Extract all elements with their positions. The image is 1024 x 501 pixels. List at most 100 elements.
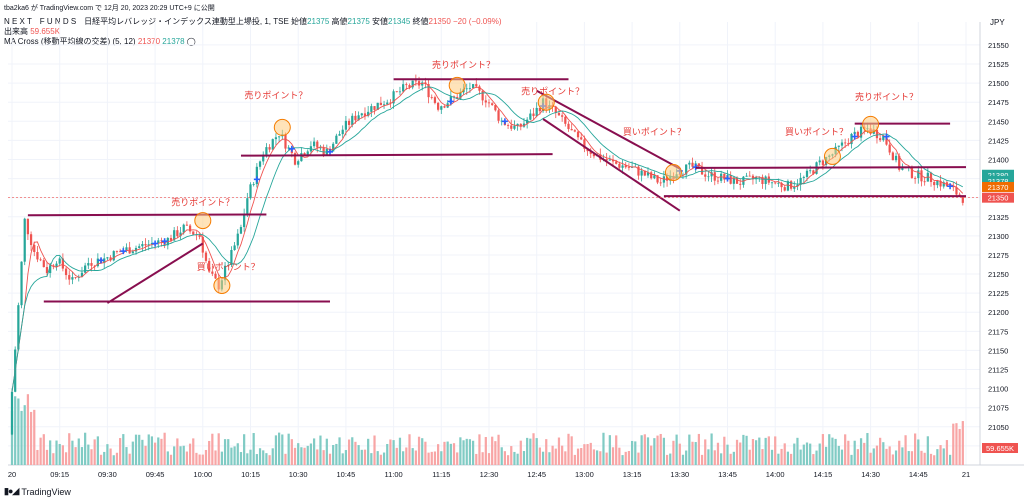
volume-bar <box>774 436 777 465</box>
candle-body <box>61 258 64 269</box>
candle-body <box>68 275 71 280</box>
candle-body <box>90 263 93 266</box>
volume-bar <box>519 440 522 465</box>
volume-bar <box>831 437 834 465</box>
volume-bar <box>545 439 548 465</box>
candle-body <box>430 97 433 98</box>
candle-body <box>478 86 481 91</box>
candle-body <box>850 133 853 145</box>
volume-bar <box>160 438 163 465</box>
x-tick-label: 21 <box>962 470 970 479</box>
candle-body <box>618 163 621 168</box>
volume-bar <box>49 440 52 465</box>
volume-bar <box>898 440 901 465</box>
x-tick-label: 10:15 <box>241 470 260 479</box>
volume-bar <box>837 445 840 465</box>
volume-bar <box>491 436 494 465</box>
volume-bar <box>710 433 713 465</box>
candle-body <box>745 175 748 177</box>
candle-body <box>437 102 440 110</box>
ma-cross-marker <box>253 176 260 183</box>
candle-body <box>42 260 45 268</box>
volume-bar <box>379 454 382 465</box>
high-label: 高値 <box>331 17 348 26</box>
volume-bar <box>945 440 949 465</box>
volume-bar <box>45 449 49 465</box>
candle-body <box>818 160 821 163</box>
candle-body <box>691 162 694 167</box>
candle-body <box>112 251 115 261</box>
candle-body <box>87 263 90 266</box>
volume-bar <box>875 445 879 465</box>
trend-line <box>27 213 267 217</box>
candle-body <box>128 247 131 254</box>
volume-bar <box>61 445 64 465</box>
volume-bar <box>427 452 430 465</box>
volume-bar <box>856 449 859 465</box>
volume-bar <box>204 449 208 465</box>
volume-bar <box>933 455 936 465</box>
x-tick-label: 11:00 <box>384 470 402 479</box>
candle-body <box>710 172 713 177</box>
volume-bar <box>481 452 484 465</box>
candle-body <box>570 129 573 131</box>
volume-bar <box>506 455 510 465</box>
candle-body <box>659 182 662 184</box>
candle-body <box>936 180 939 186</box>
volume-bar <box>627 450 631 465</box>
candle-body <box>45 267 49 274</box>
volume-bar <box>150 436 154 465</box>
candle-body <box>859 126 863 138</box>
volume-bar <box>166 451 169 465</box>
volume-bar <box>863 442 866 465</box>
volume-bar <box>923 452 926 465</box>
x-tick-label: 14:00 <box>766 470 785 479</box>
point-circle <box>823 147 841 165</box>
volume-bar <box>624 451 627 465</box>
volume-bar <box>948 454 952 465</box>
price-label-box <box>982 181 1014 192</box>
candle-body <box>421 82 424 86</box>
candle-body <box>519 123 522 127</box>
candle-body <box>23 218 26 262</box>
ma-cross-marker <box>947 183 954 190</box>
candle-body <box>910 166 914 178</box>
volume-bar <box>243 434 246 465</box>
candle-body <box>230 250 233 265</box>
eye-icon[interactable]: ◯ <box>186 37 196 46</box>
candle-body <box>748 175 751 177</box>
tradingview-brand[interactable]: ▮●◢ TradingView <box>4 486 71 497</box>
y-tick-label: 21450 <box>988 117 1009 126</box>
volume-bar <box>732 451 735 465</box>
candle-body <box>592 153 596 157</box>
volume-bar <box>650 445 653 465</box>
candle-body <box>268 147 271 150</box>
candle-body <box>891 152 894 161</box>
volume-bar <box>484 437 487 465</box>
candle-body <box>513 125 516 129</box>
y-tick-label: 21300 <box>988 232 1009 241</box>
candle-body <box>417 81 421 86</box>
volume-bar <box>367 438 370 465</box>
candle-body <box>192 231 195 235</box>
candle-body <box>875 129 879 139</box>
candle-body <box>382 104 386 106</box>
volume-bar <box>786 451 790 465</box>
candle-body <box>739 183 742 185</box>
x-tick-label: 14:15 <box>814 470 833 479</box>
ma-line[interactable]: MA Cross (移動平均線の交差) (5, 12) 21370 21378 … <box>4 37 196 47</box>
volume-bar <box>522 451 526 465</box>
ma-cross-marker <box>288 145 295 152</box>
volume-bar <box>287 433 290 465</box>
price-label-box <box>982 175 1014 186</box>
candle-body <box>557 112 561 116</box>
candle-body <box>405 84 408 86</box>
trend-line <box>695 166 967 169</box>
volume-bar <box>955 423 958 465</box>
volume-bar <box>392 440 395 465</box>
candle-body <box>901 167 904 170</box>
volume-bar <box>440 451 443 465</box>
volume-bar <box>596 450 599 465</box>
volume-bar <box>344 450 348 465</box>
